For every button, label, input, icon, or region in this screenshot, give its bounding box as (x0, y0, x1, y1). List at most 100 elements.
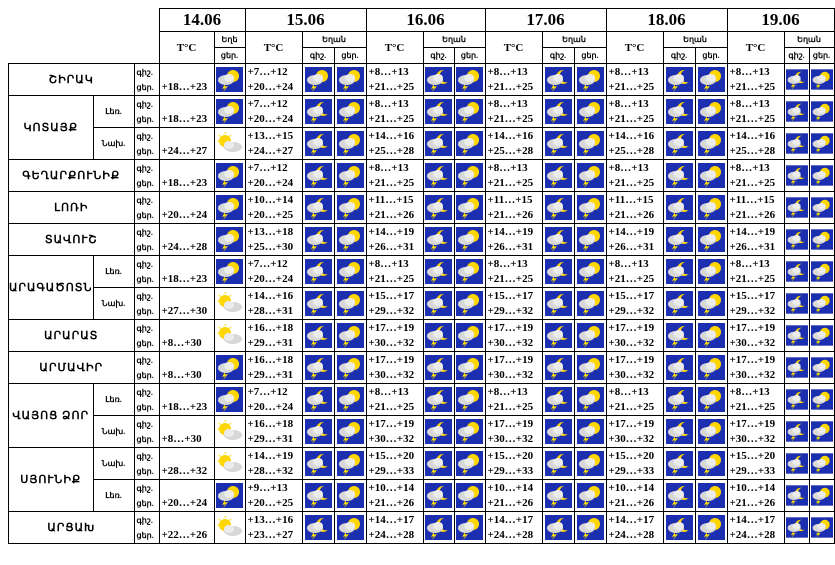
day-temp: +21…+25 (608, 272, 655, 285)
weather-cell (783, 319, 810, 352)
day-temp: +29…+32 (368, 304, 415, 317)
precip-header: Եղան (783, 31, 835, 48)
weather-cell (453, 479, 486, 512)
day-label: ցեր. (136, 402, 154, 412)
moon-storm-icon (785, 451, 808, 476)
weather-cell (453, 255, 486, 288)
sun-storm-icon (576, 195, 604, 220)
weather-cell (453, 223, 486, 256)
day-night-label: գիշ. ցեր. (133, 159, 160, 192)
weather-cell (783, 255, 810, 288)
day-temp: +23…+27 (247, 528, 294, 541)
weather-cell (573, 159, 607, 192)
sun-storm-icon (697, 291, 725, 316)
weather-cell (662, 191, 696, 224)
day-label: ցեր. (136, 82, 154, 92)
temp-cell: +7…+12 +20…+24 (244, 255, 303, 288)
day-temp: +20…+24 (247, 272, 294, 285)
temp-cell: +8…+30 (158, 351, 215, 384)
sun-storm-icon (336, 227, 364, 252)
night-temp: +14…+16 (368, 129, 415, 142)
weather-cell (541, 255, 575, 288)
moon-storm-icon (785, 67, 808, 92)
day-temp: +29…+33 (368, 464, 415, 477)
weather-cell (783, 351, 810, 384)
sun-storm-icon (456, 451, 484, 476)
moon-storm-icon (665, 163, 693, 188)
day-temp: +29…+32 (729, 304, 776, 317)
day-temp: +25…+28 (487, 144, 534, 157)
table-row: ՎԱՅՈՑ ՁՈՐ Լեռ. գիշ. ցեր. +18…+23 +7…+12 +20…+2… (8, 383, 835, 448)
temp-header: T°C (726, 31, 785, 64)
weather-cell (333, 511, 367, 544)
temp-cell: +7…+12 +20…+24 (244, 383, 303, 416)
sun-storm-icon (697, 515, 725, 540)
sun-storm-icon (576, 323, 604, 348)
sun-storm-icon (216, 99, 244, 124)
night-temp: +17…+19 (608, 417, 655, 430)
day-night-label: գիշ. ցեր. (133, 223, 160, 256)
temp-cell: +15…+17 +29…+32 (605, 287, 664, 320)
night-label: գիշ. (136, 451, 153, 461)
region-name: ԼՈՌԻ (8, 191, 135, 224)
night-temp: +10…+14 (247, 193, 294, 206)
moon-storm-icon (665, 323, 693, 348)
temp-cell: +14…+17 +24…+28 (605, 511, 664, 544)
weather-cell (333, 447, 367, 480)
sun-storm-icon (576, 419, 604, 444)
weather-cell (694, 159, 728, 192)
night-temp: +8…+13 (729, 97, 770, 110)
temp-cell: +15…+20 +29…+33 (484, 447, 543, 480)
day-header: ցեր. (213, 47, 246, 64)
moon-storm-icon (544, 163, 572, 188)
weather-cell (783, 127, 810, 160)
weather-cell (301, 287, 335, 320)
day-label: ցեր. (136, 498, 154, 508)
weather-cell (301, 415, 335, 448)
day-temp: +30…+32 (368, 336, 415, 349)
night-temp: +15…+17 (608, 289, 655, 302)
moon-storm-icon (665, 419, 693, 444)
weather-cell (422, 127, 455, 160)
weather-cell (422, 255, 455, 288)
day-night-label: գիշ. ցեր. (133, 447, 160, 480)
region-area: Լեռ. (92, 255, 135, 288)
weather-cell (573, 223, 607, 256)
temp-cell: +17…+19 +30…+32 (726, 319, 785, 352)
night-temp: +14…+19 (487, 225, 534, 238)
moon-storm-icon (304, 259, 332, 284)
sun-storm-icon (336, 195, 364, 220)
weather-cell (301, 127, 335, 160)
day-temp: +28…+31 (247, 304, 294, 317)
moon-storm-icon (665, 131, 693, 156)
sun-storm-icon (336, 131, 364, 156)
moon-storm-icon (304, 515, 332, 540)
moon-storm-icon (544, 195, 572, 220)
day-temp: +24…+28 (368, 528, 415, 541)
weather-cell (573, 255, 607, 288)
moon-storm-icon (785, 387, 808, 412)
day-temp: +21…+26 (729, 208, 776, 221)
night-header: գիշ. (662, 47, 696, 64)
temp-cell: +8…+13 +21…+25 (484, 383, 543, 416)
precip-header: Եղան (301, 31, 367, 48)
weather-cell (783, 223, 810, 256)
temp-header: T°C (244, 31, 303, 64)
night-header: գիշ. (422, 47, 455, 64)
day-temp: +28…+32 (247, 464, 294, 477)
weather-cell (662, 127, 696, 160)
region-name: ԱՐՑԱԽ (8, 511, 135, 544)
sun-storm-icon (336, 323, 364, 348)
day-temp: +21…+25 (729, 176, 776, 189)
day-temp: +21…+25 (487, 400, 534, 413)
temp-cell: +20…+24 (158, 479, 215, 512)
weather-cell (333, 95, 367, 128)
moon-storm-icon (304, 483, 332, 508)
moon-storm-icon (304, 323, 332, 348)
night-temp: +8…+13 (368, 161, 409, 174)
weather-cell (573, 511, 607, 544)
weather-cell (808, 287, 835, 320)
sun-storm-icon (456, 227, 484, 252)
precip-header: Եղան (662, 31, 728, 48)
weather-cell (808, 351, 835, 384)
